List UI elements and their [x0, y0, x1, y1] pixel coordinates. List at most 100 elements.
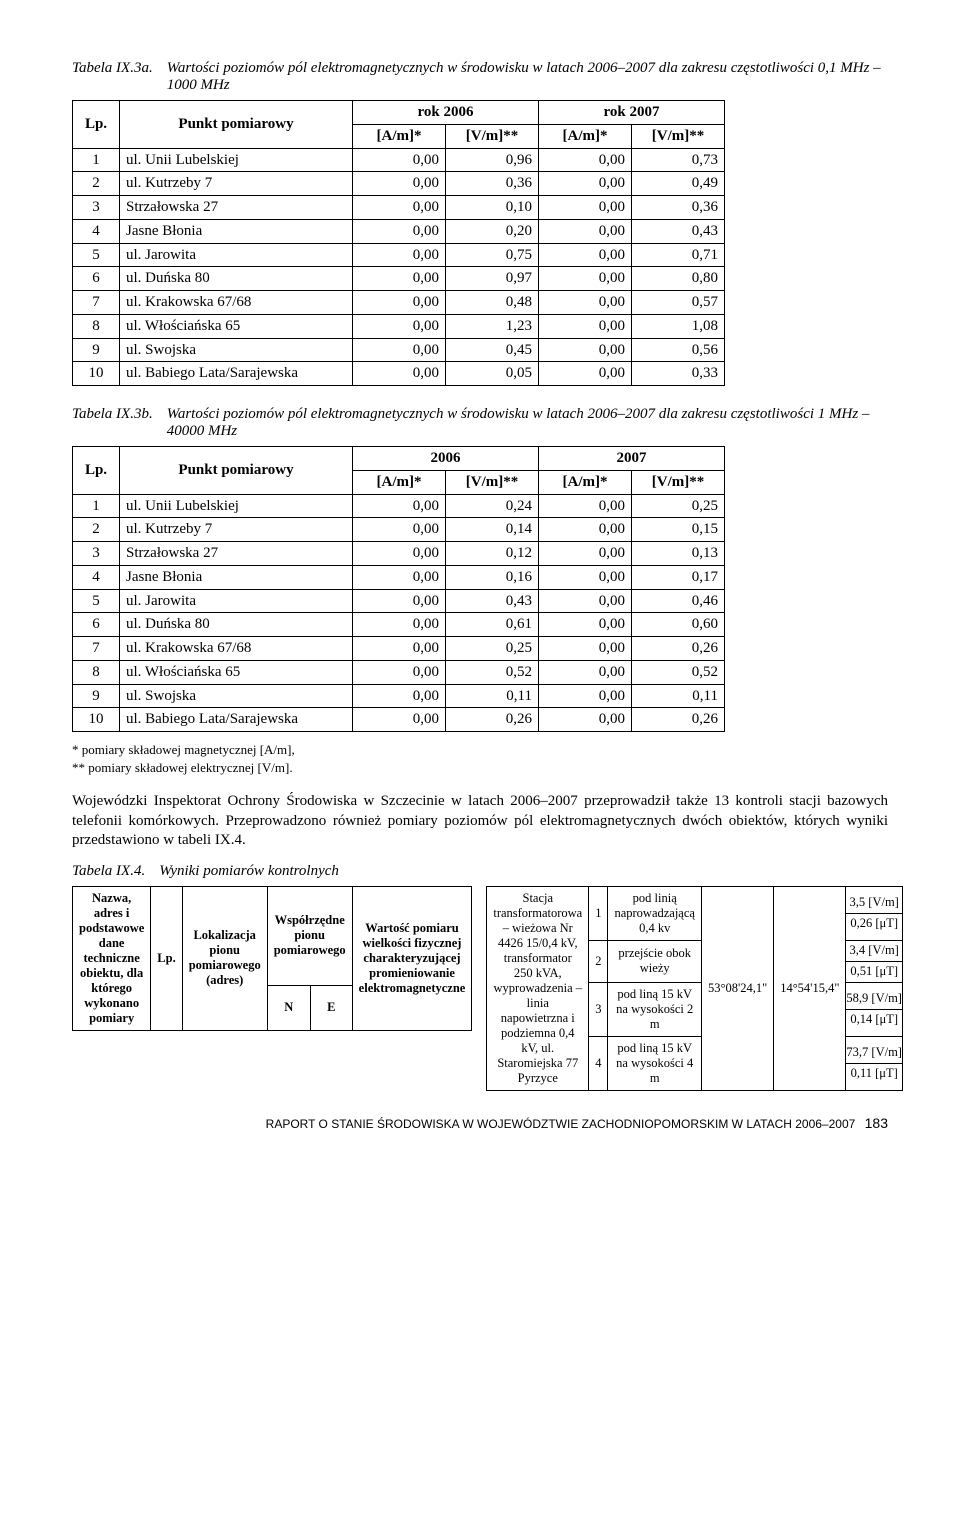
- cell-measurement: 58,9 [V/m]0,14 [μT]: [846, 982, 903, 1036]
- cell-value: 0,00: [353, 314, 446, 338]
- table-row: 6ul. Duńska 800,000,970,000,80: [73, 267, 725, 291]
- val-vm: 58,9 [V/m]: [846, 989, 902, 1009]
- cell-value: 0,05: [446, 362, 539, 386]
- cell-value: 0,71: [632, 243, 725, 267]
- cell-value: 0,00: [353, 542, 446, 566]
- cell-value: 0,00: [353, 148, 446, 172]
- cell-value: 0,00: [539, 196, 632, 220]
- th-vm: [V/m]**: [632, 470, 725, 494]
- caption-ix3a: Tabela IX.3a. Wartości poziomów pól elek…: [72, 60, 888, 94]
- cell-value: 0,00: [353, 708, 446, 732]
- cell-value: 0,00: [539, 172, 632, 196]
- cell-value: 0,43: [632, 219, 725, 243]
- cell-value: 0,00: [539, 314, 632, 338]
- cell-loc: przejście obok wieży: [608, 940, 702, 982]
- table-row: 5ul. Jarowita0,000,430,000,46: [73, 589, 725, 613]
- cell-lp: 1: [73, 148, 120, 172]
- cell-lp: 9: [73, 684, 120, 708]
- cell-value: 0,00: [539, 613, 632, 637]
- cell-name: ul. Swojska: [120, 684, 353, 708]
- cell-value: 0,00: [539, 708, 632, 732]
- cell-value: 0,36: [446, 172, 539, 196]
- cell-name: Jasne Błonia: [120, 565, 353, 589]
- cell-value: 0,00: [539, 291, 632, 315]
- table-row: Stacja transformatorowa – wieżowa Nr 442…: [487, 886, 903, 940]
- cell-value: 0,25: [632, 494, 725, 518]
- caption-label: Tabela IX.4.: [72, 863, 145, 880]
- footnotes: * pomiary składowej magnetycznej [A/m], …: [72, 742, 888, 776]
- cell-lp: 7: [73, 291, 120, 315]
- th-am: [A/m]*: [353, 470, 446, 494]
- th-punkt: Punkt pomiarowy: [120, 447, 353, 495]
- cell-value: 0,00: [353, 172, 446, 196]
- cell-lp: 3: [73, 196, 120, 220]
- cell-value: 0,00: [353, 219, 446, 243]
- cell-value: 0,00: [539, 589, 632, 613]
- cell-value: 0,17: [632, 565, 725, 589]
- cell-value: 0,00: [539, 542, 632, 566]
- cell-name: ul. Swojska: [120, 338, 353, 362]
- val-ut: 0,51 [μT]: [846, 961, 902, 982]
- cell-value: 0,00: [539, 660, 632, 684]
- th-am: [A/m]*: [539, 124, 632, 148]
- th-y1: 2006: [353, 447, 539, 471]
- cell-name: ul. Babiego Lata/Sarajewska: [120, 362, 353, 386]
- cell-value: 0,00: [353, 362, 446, 386]
- val-ut: 0,14 [μT]: [846, 1009, 902, 1030]
- cell-value: 1,08: [632, 314, 725, 338]
- cell-name: ul. Unii Lubelskiej: [120, 494, 353, 518]
- th-y2: rok 2007: [539, 101, 725, 125]
- cell-value: 0,00: [539, 684, 632, 708]
- cell-value: 0,10: [446, 196, 539, 220]
- cell-measurement: 3,4 [V/m]0,51 [μT]: [846, 940, 903, 982]
- th-coords: Współrzędne pionu pomiarowego: [267, 886, 352, 986]
- cell-lp: 7: [73, 637, 120, 661]
- th-am: [A/m]*: [539, 470, 632, 494]
- val-ut: 0,11 [μT]: [846, 1063, 902, 1084]
- footnote-2: ** pomiary składowej elektrycznej [V/m].: [72, 760, 888, 776]
- cell-value: 0,45: [446, 338, 539, 362]
- cell-value: 0,75: [446, 243, 539, 267]
- table-row: 3Strzałowska 270,000,120,000,13: [73, 542, 725, 566]
- cell-value: 0,80: [632, 267, 725, 291]
- cell-value: 0,57: [632, 291, 725, 315]
- cell-value: 0,73: [632, 148, 725, 172]
- cell-value: 0,00: [353, 565, 446, 589]
- cell-measurement: 73,7 [V/m]0,11 [μT]: [846, 1036, 903, 1090]
- val-ut: 0,26 [μT]: [846, 913, 902, 934]
- cell-value: 0,97: [446, 267, 539, 291]
- th-vm: [V/m]**: [632, 124, 725, 148]
- th-am: [A/m]*: [353, 124, 446, 148]
- caption-text: Wyniki pomiarów kontrolnych: [159, 863, 339, 880]
- cell-coord-e: 14°54'15,4": [774, 886, 846, 1090]
- table-row: 4Jasne Błonia0,000,160,000,17: [73, 565, 725, 589]
- cell-lp: 5: [73, 243, 120, 267]
- cell-value: 0,49: [632, 172, 725, 196]
- cell-value: 0,00: [353, 684, 446, 708]
- caption-text: Wartości poziomów pól elektromagnetyczny…: [167, 406, 888, 440]
- cell-value: 0,52: [632, 660, 725, 684]
- cell-value: 0,00: [539, 637, 632, 661]
- cell-value: 0,00: [539, 148, 632, 172]
- intro-paragraph: Wojewódzki Inspektorat Ochrony Środowisk…: [72, 792, 888, 851]
- cell-value: 0,24: [446, 494, 539, 518]
- cell-name: ul. Jarowita: [120, 589, 353, 613]
- cell-name: ul. Unii Lubelskiej: [120, 148, 353, 172]
- cell-measurement: 3,5 [V/m]0,26 [μT]: [846, 886, 903, 940]
- val-vm: 73,7 [V/m]: [846, 1043, 902, 1063]
- caption-label: Tabela IX.3a.: [72, 60, 153, 77]
- cell-value: 1,23: [446, 314, 539, 338]
- page-footer: RAPORT O STANIE ŚRODOWISKA W WOJEWÓDZTWI…: [72, 1115, 888, 1131]
- cell-name: ul. Duńska 80: [120, 267, 353, 291]
- cell-value: 0,00: [353, 338, 446, 362]
- cell-lp: 2: [73, 518, 120, 542]
- cell-value: 0,52: [446, 660, 539, 684]
- table-row: 2ul. Kutrzeby 70,000,140,000,15: [73, 518, 725, 542]
- footnote-1: * pomiary składowej magnetycznej [A/m],: [72, 742, 888, 758]
- cell-value: 0,43: [446, 589, 539, 613]
- table-row: 8ul. Włościańska 650,000,520,000,52: [73, 660, 725, 684]
- table-row: 10ul. Babiego Lata/Sarajewska0,000,050,0…: [73, 362, 725, 386]
- cell-value: 0,26: [632, 637, 725, 661]
- cell-loc: pod liną 15 kV na wysokości 2 m: [608, 982, 702, 1036]
- cell-value: 0,12: [446, 542, 539, 566]
